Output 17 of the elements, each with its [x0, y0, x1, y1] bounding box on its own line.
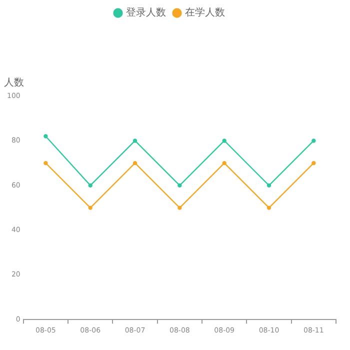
- point: [44, 134, 48, 138]
- legend-label: 登录人数: [126, 6, 166, 19]
- point: [178, 183, 182, 188]
- point: [222, 160, 226, 166]
- point: [222, 138, 226, 143]
- point: [88, 206, 92, 210]
- point: [132, 138, 138, 143]
- point: [44, 160, 48, 166]
- y-axis-title: 人数: [4, 78, 24, 89]
- legend-label: 在学人数: [185, 6, 225, 19]
- point: [266, 183, 272, 188]
- point: [88, 183, 92, 188]
- point: [312, 160, 316, 166]
- point: [132, 160, 138, 166]
- point: [178, 206, 182, 210]
- point: [266, 206, 272, 210]
- point: [312, 138, 316, 143]
